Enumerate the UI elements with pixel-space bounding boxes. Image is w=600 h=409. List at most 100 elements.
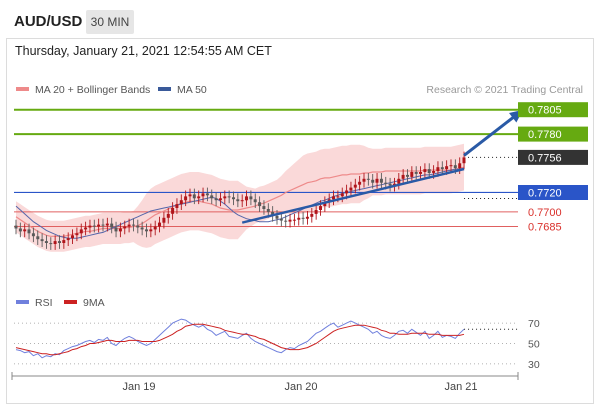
candle-body — [292, 219, 296, 221]
candle-body — [284, 220, 288, 222]
candle-body — [266, 209, 270, 212]
candle-body — [158, 222, 161, 227]
candle-body — [305, 216, 309, 219]
candle-body — [453, 165, 457, 169]
pivot-tag — [518, 185, 588, 200]
candle-body — [358, 181, 362, 185]
candle-body — [258, 202, 262, 207]
ma20-legend-label: MA 20 + Bollinger Bands — [35, 84, 150, 96]
timeframe-button[interactable]: 30 MIN — [86, 10, 134, 34]
candle-body — [279, 218, 283, 221]
candle-body — [227, 196, 231, 198]
candle-body — [27, 229, 31, 234]
candle-body — [366, 178, 370, 180]
candle-body — [340, 193, 344, 197]
rsi-tick-label: 70 — [528, 318, 540, 330]
candle-body — [201, 193, 205, 197]
candle-body — [66, 238, 70, 241]
candle-body — [110, 223, 114, 228]
candle-body — [105, 223, 109, 226]
instrument-title: AUD/USD — [14, 13, 83, 30]
current-price-tag — [518, 149, 588, 165]
candle-body — [75, 233, 79, 236]
candle-body — [18, 228, 22, 232]
chart-header: AUD/USD 30 MIN — [0, 0, 600, 38]
candle-body — [427, 169, 431, 173]
candle-body — [349, 187, 353, 191]
candle-body — [392, 183, 396, 186]
candle-body — [397, 178, 401, 184]
candle-body — [336, 196, 340, 198]
rsi-legend-swatch — [16, 300, 29, 304]
candle-body — [379, 178, 383, 183]
resistance-label: 0.7780 — [528, 129, 562, 141]
candle-body — [184, 196, 188, 201]
candle-body — [23, 229, 27, 232]
candle-body — [192, 194, 196, 199]
candle-body — [53, 241, 57, 244]
candle-body — [301, 217, 305, 219]
candle-body — [240, 200, 244, 202]
candle-body — [223, 196, 227, 199]
candle-body — [92, 225, 96, 227]
candle-body — [319, 206, 322, 210]
ma20-legend-swatch — [16, 87, 29, 91]
resistance-label: 0.7805 — [528, 105, 562, 117]
ma20-line — [15, 166, 465, 237]
candle-body — [149, 229, 153, 232]
rsi-ma-legend-swatch — [64, 300, 77, 304]
support-label: 0.7700 — [528, 207, 562, 219]
chart-timestamp: Thursday, January 21, 2021 12:54:55 AM C… — [15, 44, 272, 58]
candle-body — [114, 227, 118, 232]
x-tick-label: Jan 19 — [122, 381, 155, 393]
resistance-tag — [518, 102, 588, 118]
rsi-tick-label: 50 — [528, 339, 540, 351]
candle-body — [353, 184, 357, 188]
candle-body — [58, 241, 61, 243]
candle-body — [375, 178, 379, 183]
candle-body — [423, 169, 427, 172]
candle-body — [432, 171, 436, 173]
candle-body — [414, 172, 418, 174]
rsi-ma-line — [15, 323, 465, 356]
candle-body — [323, 202, 327, 207]
bollinger-bands — [16, 143, 464, 252]
candle-body — [123, 226, 127, 229]
x-axis: Jan 19 Jan 20 Jan 21 — [11, 372, 519, 393]
candle-body — [131, 224, 135, 226]
candle-body — [62, 240, 66, 243]
candle-body — [79, 229, 83, 234]
candle-body — [253, 199, 257, 203]
candle-body — [262, 206, 266, 209]
candle-body — [445, 166, 449, 170]
copyright-label: Research © 2021 Trading Central — [426, 84, 583, 96]
support-label: 0.7685 — [528, 222, 562, 234]
rsi-line — [15, 318, 465, 359]
candle-body — [275, 215, 279, 219]
ma50-legend-label: MA 50 — [177, 84, 207, 96]
candle-body — [436, 167, 440, 172]
candle-body — [345, 190, 349, 194]
candle-body — [462, 157, 466, 164]
candle-body — [288, 219, 292, 222]
candle-body — [449, 165, 453, 167]
candle-body — [384, 182, 388, 184]
rsi-ma-legend-label: 9MA — [83, 297, 105, 309]
candle-body — [371, 179, 375, 183]
ma50-line — [15, 167, 465, 239]
candle-body — [218, 198, 222, 201]
current-price-label: 0.7756 — [528, 152, 562, 164]
rsi-legend-label: RSI — [35, 297, 53, 309]
bollinger-band-area — [16, 143, 464, 252]
x-tick-label: Jan 21 — [444, 381, 477, 393]
candle-body — [31, 233, 35, 237]
candle-body — [88, 225, 92, 228]
candle-body — [297, 217, 301, 220]
candle-body — [210, 195, 214, 199]
candle-body — [458, 163, 462, 169]
candle-body — [145, 229, 148, 232]
candle-body — [188, 194, 192, 197]
candle-body — [249, 196, 253, 200]
candle-body — [232, 197, 235, 200]
candle-body — [36, 236, 40, 240]
